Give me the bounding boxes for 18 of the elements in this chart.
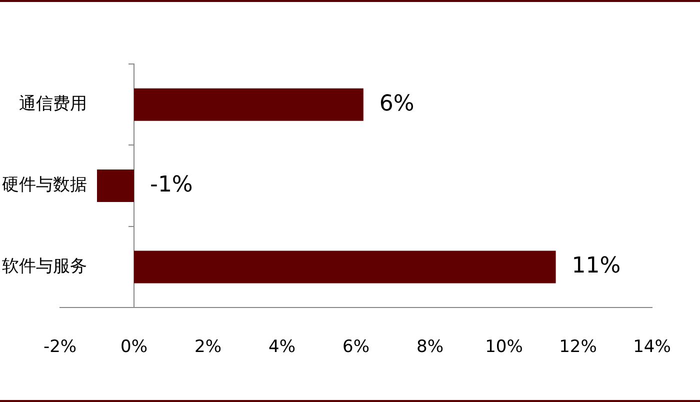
y-tick-label: 硬件与数据	[2, 175, 87, 196]
bar	[134, 250, 556, 284]
y-tick-label: 软件与服务	[2, 256, 87, 276]
x-tick-label: -2%	[43, 337, 77, 358]
bar	[97, 170, 134, 202]
x-tick-label: 4%	[268, 337, 296, 358]
data-label: 6%	[379, 91, 414, 116]
y-tick-label: 通信费用	[19, 94, 87, 114]
x-tick-label: 2%	[194, 337, 222, 358]
x-tick-label: 10%	[485, 337, 523, 358]
bar	[134, 88, 364, 121]
x-tick-label: 12%	[559, 337, 597, 358]
x-tick-label: 6%	[342, 337, 370, 358]
x-tick-label: 8%	[416, 337, 444, 358]
data-label: -1%	[150, 172, 193, 198]
data-label: 11%	[572, 254, 621, 279]
x-tick-label: 14%	[633, 337, 671, 358]
x-tick-label: 0%	[120, 337, 148, 358]
